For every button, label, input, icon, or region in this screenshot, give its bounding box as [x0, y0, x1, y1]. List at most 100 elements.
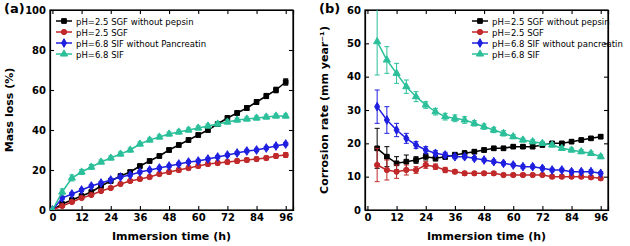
- y-axis-right: [289, 11, 294, 211]
- marker: [413, 167, 418, 172]
- error-bar: [375, 128, 380, 168]
- marker: [244, 106, 249, 111]
- marker: [490, 126, 497, 132]
- legend-marker: [476, 50, 483, 56]
- marker: [384, 167, 389, 172]
- legend-label: pH=6.8 SIF: [76, 50, 124, 60]
- axis-line: [51, 11, 55, 211]
- legend-entry: pH=2.5 SGF without pepsin: [56, 17, 194, 27]
- tick: 96: [594, 206, 608, 223]
- tick: 84: [565, 206, 579, 223]
- y-axis: 020406080100: [25, 5, 54, 216]
- legend-label: pH=2.5 SGF without pepsin: [492, 17, 610, 27]
- tick: 36: [448, 206, 462, 223]
- tick-label: 84: [250, 212, 264, 223]
- error-cap: [404, 175, 409, 176]
- tick: 50: [347, 38, 369, 49]
- tick-mark: [601, 206, 602, 210]
- marker: [443, 167, 448, 172]
- marker: [283, 80, 288, 85]
- marker: [520, 162, 525, 171]
- marker: [78, 168, 85, 174]
- legend-entry: pH=6.8 SIF: [472, 50, 540, 60]
- tick-mark: [365, 177, 369, 178]
- tick: [140, 10, 141, 14]
- tick-label: 48: [163, 212, 177, 223]
- tick-label: 12: [75, 212, 89, 223]
- y-axis: 0102030405060: [347, 5, 369, 216]
- marker: [283, 152, 288, 157]
- error-cap: [394, 156, 399, 157]
- tick: 48: [163, 206, 177, 223]
- legend-marker: [62, 19, 67, 24]
- marker: [482, 148, 487, 153]
- error-bar: [414, 157, 419, 164]
- tick: 60: [347, 5, 369, 16]
- marker: [108, 185, 113, 190]
- error-cap: [462, 123, 467, 124]
- tick-mark: [365, 77, 369, 78]
- error-bar: [254, 100, 259, 105]
- series: [375, 90, 604, 178]
- marker: [482, 156, 487, 165]
- tick-mark: [513, 10, 514, 14]
- marker: [374, 38, 381, 44]
- error-cap: [404, 165, 409, 166]
- marker: [244, 147, 249, 156]
- error-cap: [375, 181, 380, 182]
- legend-entry: pH=2.5 SGF: [56, 28, 128, 38]
- error-cap: [433, 115, 438, 116]
- legend-entry: pH=2.5 SGF: [472, 28, 544, 38]
- marker: [412, 93, 419, 99]
- error-cap: [384, 180, 389, 181]
- marker: [205, 155, 210, 164]
- marker: [167, 148, 172, 153]
- panel: 01224364860728496020406080100pH=2.5 SGF …: [25, 5, 293, 223]
- tick: [484, 10, 485, 14]
- tick-label: 72: [221, 212, 235, 223]
- marker: [501, 146, 506, 151]
- marker: [282, 112, 289, 118]
- axis-line: [289, 11, 294, 211]
- tick-mark: [484, 10, 485, 14]
- tick-mark: [365, 10, 369, 11]
- marker: [501, 159, 506, 168]
- tick-mark: [289, 50, 293, 51]
- marker: [511, 172, 516, 177]
- tick: [604, 210, 608, 211]
- tick-mark: [198, 206, 199, 210]
- error-bar: [264, 93, 269, 98]
- marker: [433, 164, 438, 169]
- marker: [97, 158, 104, 164]
- y-axis-title: Mass loss (%): [3, 68, 16, 153]
- marker: [254, 100, 259, 105]
- x-axis: 01224364860728496: [364, 206, 608, 223]
- tick: [289, 210, 293, 211]
- line: [52, 155, 285, 210]
- error-bar: [579, 138, 584, 141]
- error-bar: [273, 87, 278, 93]
- error-bar: [205, 128, 210, 132]
- marker: [127, 146, 134, 152]
- error-cap: [394, 165, 399, 166]
- legend-entry: pH=6.8 SIF without Pancreatin: [56, 39, 206, 49]
- tick-mark: [227, 10, 228, 14]
- tick-mark: [256, 206, 257, 210]
- error-cap: [283, 78, 288, 79]
- y-axis-title: Corrosion rate (mm year⁻¹): [318, 26, 331, 194]
- error-bar: [394, 165, 399, 178]
- error-bar: [414, 167, 419, 174]
- marker: [375, 102, 380, 111]
- marker: [157, 154, 162, 159]
- tick: [289, 130, 293, 131]
- error-cap: [414, 101, 419, 102]
- marker: [433, 149, 438, 158]
- tick: [604, 10, 608, 11]
- marker: [254, 146, 259, 155]
- marker: [481, 171, 486, 176]
- tick: [604, 143, 608, 144]
- tick-mark: [50, 10, 54, 11]
- marker: [510, 133, 517, 139]
- tick-label: 48: [478, 212, 492, 223]
- tick-label: 0: [49, 212, 56, 223]
